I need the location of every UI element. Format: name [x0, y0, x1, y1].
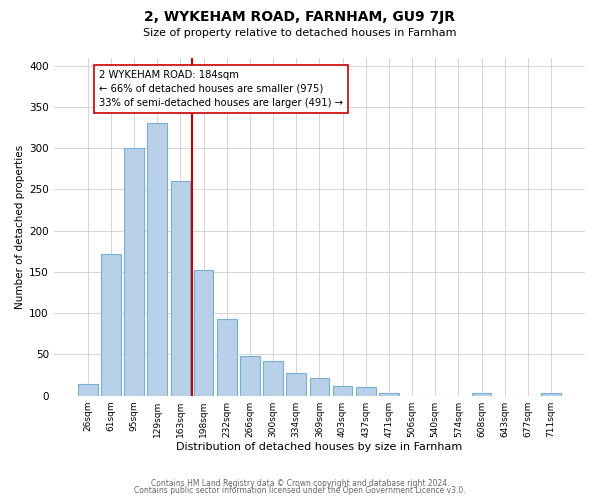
Bar	[541, 393, 561, 396]
Text: Contains public sector information licensed under the Open Government Licence v3: Contains public sector information licen…	[134, 486, 466, 495]
Text: Size of property relative to detached houses in Farnham: Size of property relative to detached ho…	[143, 28, 457, 38]
Bar	[286, 374, 306, 396]
Bar	[356, 388, 376, 396]
Bar	[194, 270, 214, 396]
Y-axis label: Number of detached properties: Number of detached properties	[15, 144, 25, 308]
Bar	[148, 124, 167, 396]
Text: Contains HM Land Registry data © Crown copyright and database right 2024.: Contains HM Land Registry data © Crown c…	[151, 478, 449, 488]
Bar	[472, 393, 491, 396]
Bar	[310, 378, 329, 396]
Bar	[78, 384, 98, 396]
Bar	[217, 319, 236, 396]
Bar	[124, 148, 144, 396]
Bar	[240, 356, 260, 396]
X-axis label: Distribution of detached houses by size in Farnham: Distribution of detached houses by size …	[176, 442, 463, 452]
Bar	[333, 386, 352, 396]
Bar	[101, 254, 121, 396]
Bar	[263, 361, 283, 396]
Text: 2, WYKEHAM ROAD, FARNHAM, GU9 7JR: 2, WYKEHAM ROAD, FARNHAM, GU9 7JR	[145, 10, 455, 24]
Bar	[379, 393, 399, 396]
Text: 2 WYKEHAM ROAD: 184sqm
← 66% of detached houses are smaller (975)
33% of semi-de: 2 WYKEHAM ROAD: 184sqm ← 66% of detached…	[100, 70, 343, 108]
Bar	[170, 181, 190, 396]
